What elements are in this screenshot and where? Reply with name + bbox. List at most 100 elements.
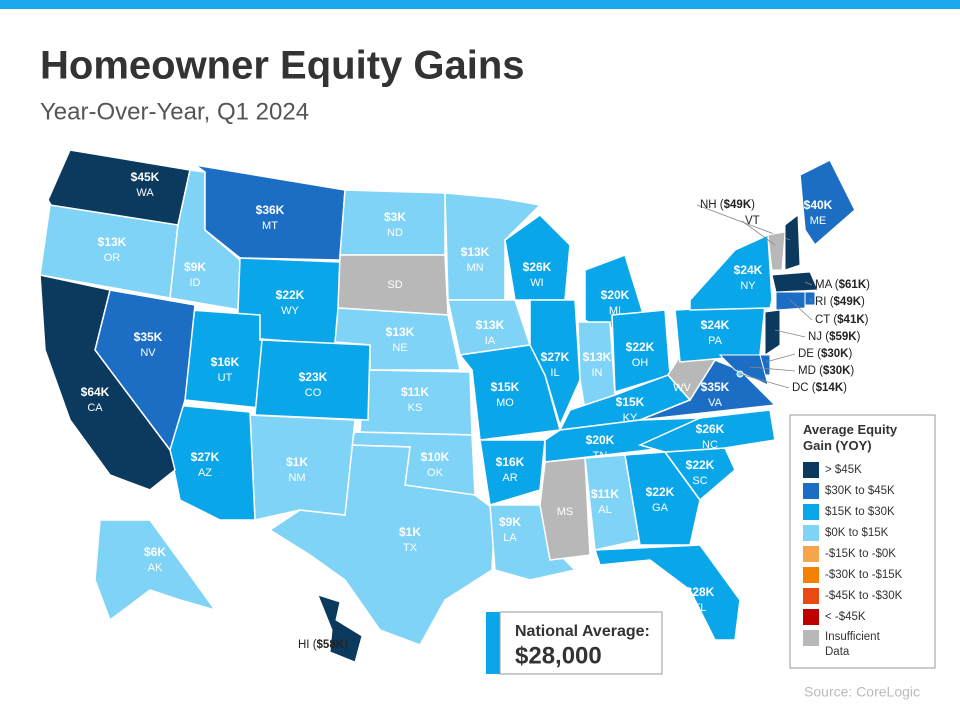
callout-abbr: RI ( (815, 296, 834, 308)
state-abbr: NY (740, 280, 756, 292)
state-abbr: ME (810, 215, 827, 227)
state-value: $13K (476, 318, 505, 332)
legend-title: Average Equity Gain (YOY) (803, 422, 898, 453)
state-abbr: OK (427, 467, 444, 479)
callout: HI ($58K) (298, 639, 348, 651)
leader-line (739, 373, 790, 389)
legend-swatch (803, 462, 819, 478)
callout-end: ) (850, 365, 854, 377)
legend-title-line: Average Equity (803, 422, 898, 437)
subtitle: Year-Over-Year, Q1 2024 (40, 98, 309, 125)
state (504, 214, 571, 301)
legend-label: $0K to $15K (825, 527, 889, 539)
callout-end: ) (344, 639, 348, 651)
leader-line (804, 281, 813, 286)
callout-end: ) (843, 382, 847, 394)
state-value: $24K (701, 318, 730, 332)
callout: VT (745, 215, 760, 227)
callout: NJ ($59K) (808, 331, 861, 343)
callout-end: ) (866, 279, 870, 291)
state-abbr: LA (503, 532, 517, 544)
state (268, 444, 496, 646)
state-abbr: ND (387, 227, 403, 239)
state-abbr: AL (598, 504, 611, 516)
state-abbr: OR (104, 252, 121, 264)
callout-value: $61K (839, 279, 867, 291)
legend-label: Insufficient Data (825, 631, 881, 658)
state-abbr: AK (148, 562, 163, 574)
state-value: $6K (144, 545, 166, 559)
state (479, 439, 546, 506)
legend-swatch (803, 546, 819, 562)
small-state (718, 354, 769, 386)
callout: CT ($41K) (815, 314, 869, 326)
legend-label-line: Data (825, 646, 850, 658)
state-abbr: OH (632, 357, 649, 369)
state-value: $27K (191, 450, 220, 464)
callout-value: $30K (823, 365, 851, 377)
state-value: $16K (496, 455, 525, 469)
legend-label: -$15K to -$0K (825, 548, 896, 560)
state-value: $15K (491, 380, 520, 394)
state-abbr: WV (673, 382, 691, 394)
state-value: $13K (98, 235, 127, 249)
state-value: $11K (401, 385, 429, 399)
state-abbr: FL (694, 602, 707, 614)
state-value: $22K (646, 485, 675, 499)
callout-value: $49K (834, 296, 862, 308)
small-state (317, 594, 363, 663)
legend-swatch (803, 504, 819, 520)
state-value: $15K (616, 395, 645, 409)
state-abbr: MT (262, 220, 278, 232)
callout: DC ($14K) (792, 382, 847, 394)
leader-line (749, 366, 796, 372)
state (799, 158, 856, 247)
map: $45K WA $13K OR $9K ID $36K MT $22K WY $3K ND SD $13K… (39, 149, 870, 663)
state-abbr: PA (708, 335, 723, 347)
state-abbr: NE (392, 342, 407, 354)
state-value: $16K (211, 355, 240, 369)
callout-value: $49K (724, 199, 752, 211)
callout-end: ) (751, 199, 755, 211)
state (674, 304, 766, 363)
leader-line (774, 329, 806, 338)
state-abbr: IL (550, 367, 559, 379)
state-value: $35K (701, 380, 730, 394)
state-value: $22K (686, 458, 715, 472)
callout: MD ($30K) (798, 365, 854, 377)
legend-swatch (803, 525, 819, 541)
state-abbr: ID (190, 277, 201, 289)
callout-abbr: MD ( (798, 365, 823, 377)
state-value: $13K (461, 245, 490, 259)
state-abbr: MO (496, 397, 514, 409)
callout-abbr: HI ( (298, 639, 317, 651)
leader-line (809, 297, 813, 303)
small-state (784, 214, 801, 271)
legend-label: $15K to $30K (825, 506, 895, 518)
state-abbr: WI (530, 277, 543, 289)
callout-end: ) (861, 296, 865, 308)
callout-value: $30K (821, 348, 849, 360)
small-state (771, 271, 819, 293)
state (529, 299, 581, 428)
state-value: $24K (734, 263, 763, 277)
state-abbr: NM (288, 472, 305, 484)
state-value: $9K (184, 260, 206, 274)
state-value: $35K (134, 330, 163, 344)
state-value: $20K (586, 433, 615, 447)
state (39, 274, 176, 491)
avg-value: $28,000 (515, 642, 602, 669)
state-value: $1K (286, 455, 308, 469)
callout-abbr: NJ ( (808, 331, 829, 343)
legend-label: > $45K (825, 464, 862, 476)
state-abbr: UT (218, 372, 233, 384)
legend-label: -$30K to -$15K (825, 569, 903, 581)
leader-line (765, 353, 796, 363)
legend-box (789, 414, 936, 669)
avg-accent (486, 612, 500, 674)
state-value: $26K (523, 260, 552, 274)
legend: Average Equity Gain (YOY) > $45K $30K to $4… (803, 422, 903, 658)
legend-swatch (803, 609, 819, 625)
state-abbr: GA (652, 502, 669, 514)
state-value: $40K (804, 198, 833, 212)
